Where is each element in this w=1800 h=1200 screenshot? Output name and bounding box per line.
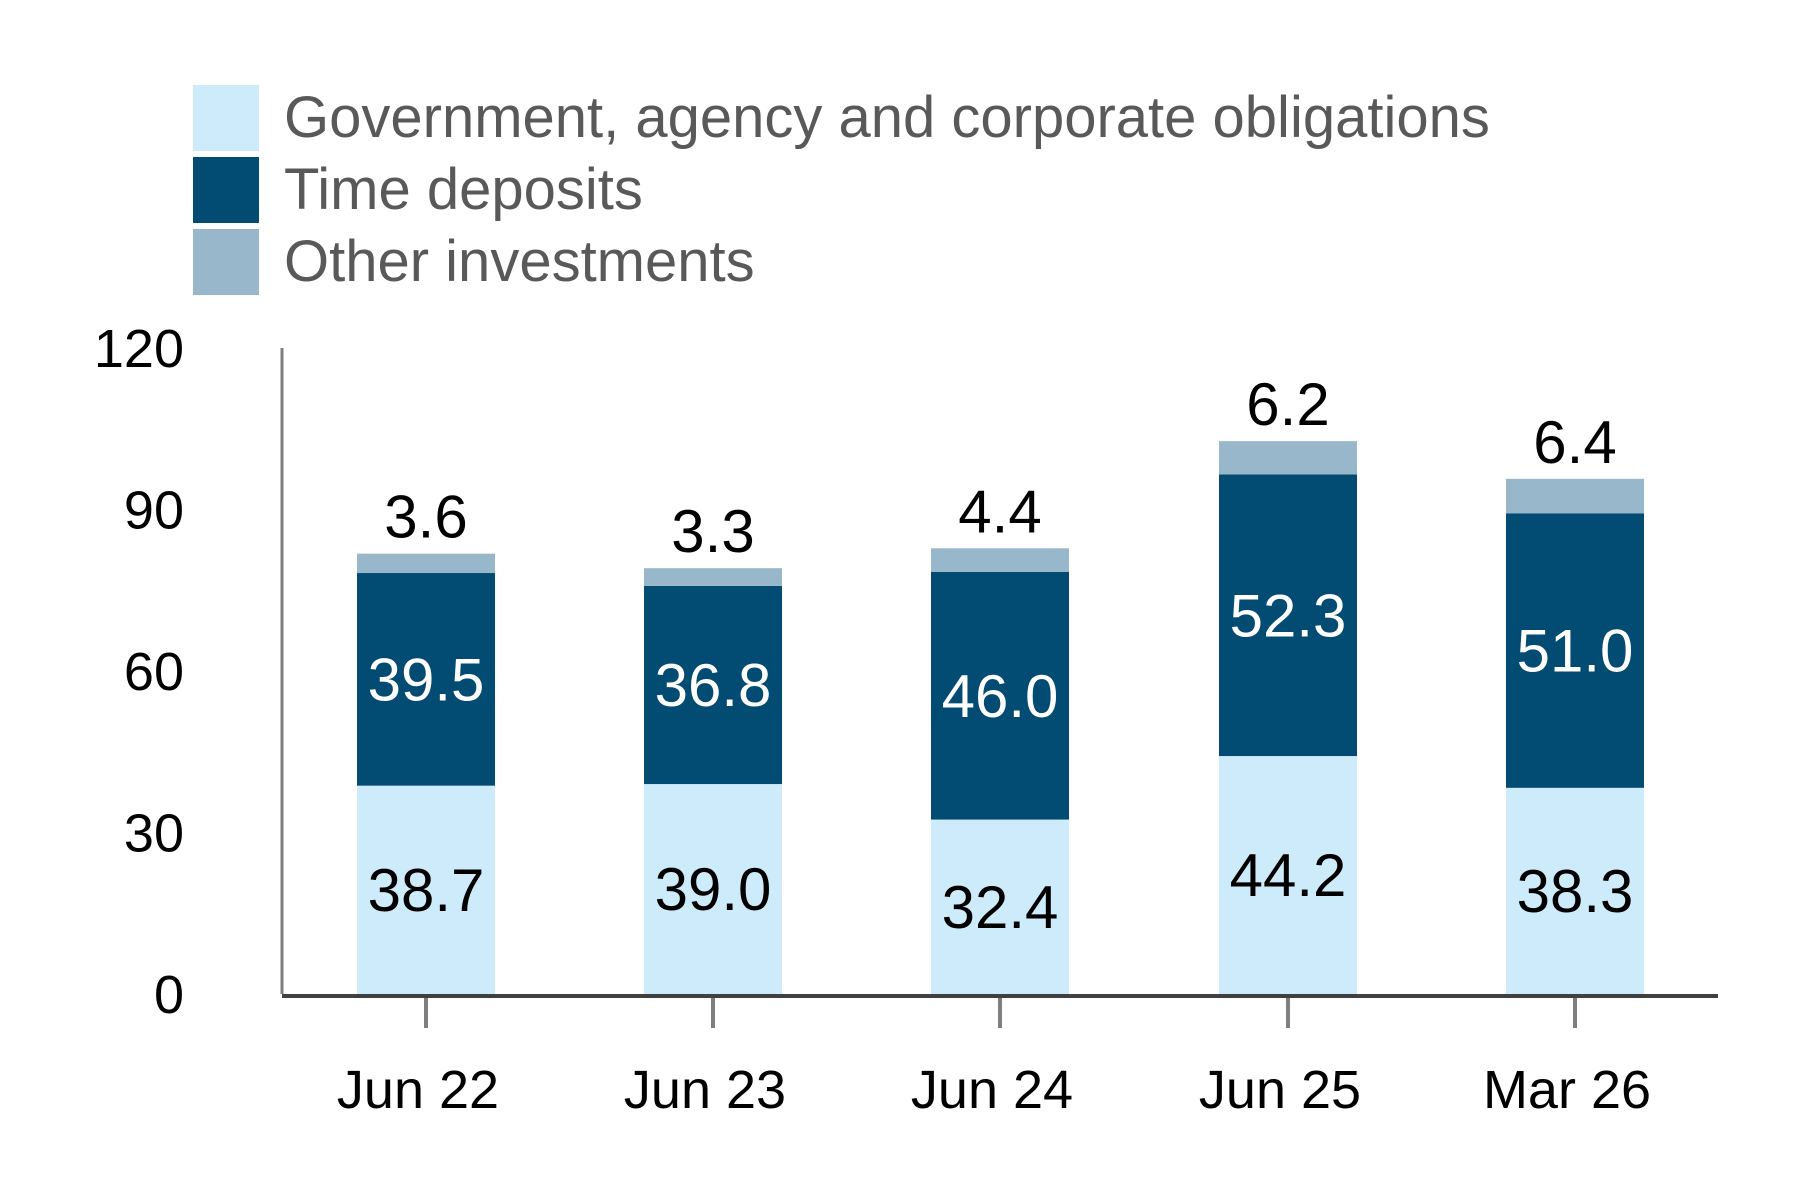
legend-label-2: Other investments	[284, 229, 755, 294]
bar-segment-2	[357, 553, 495, 574]
legend-swatch-1	[193, 157, 259, 223]
bar-segment-0	[644, 784, 782, 994]
data-label: 38.7	[368, 857, 485, 924]
bar-segment-1	[357, 573, 495, 786]
data-label: 52.3	[1230, 582, 1347, 649]
data-labels: 38.7 39.5 3.6 39.0 36.8 3.3 32.4 46.0 4.4 44.2 52.…	[368, 371, 1634, 941]
bar-segment-1	[644, 585, 782, 785]
legend-label-1: Time deposits	[284, 157, 643, 222]
bar-segment-0	[1506, 787, 1644, 994]
legend: Government, agency and corporate obligat…	[193, 85, 1490, 295]
bar-segment-2	[644, 568, 782, 586]
data-label: 3.6	[384, 484, 467, 551]
y-tick-label: 60	[124, 642, 184, 702]
data-label: 36.8	[655, 652, 772, 719]
bar-segment-1	[1219, 474, 1357, 757]
bar-segment-0	[1219, 756, 1357, 994]
y-tick-label: 30	[124, 804, 184, 864]
data-label: 39.0	[655, 856, 772, 923]
x-tick-label: Jun 22	[337, 1060, 499, 1120]
legend-swatch-2	[193, 229, 259, 295]
data-label: 4.4	[958, 478, 1041, 545]
y-tick-label: 90	[124, 481, 184, 541]
data-label: 6.4	[1533, 409, 1616, 476]
x-tick-label: Mar 26	[1483, 1060, 1651, 1120]
bar-segment-2	[1506, 478, 1644, 514]
data-label: 38.3	[1517, 858, 1634, 925]
data-label: 3.3	[671, 498, 754, 565]
y-tick-label: 0	[154, 965, 184, 1025]
data-label: 44.2	[1230, 842, 1347, 909]
y-tick-label: 120	[94, 319, 184, 379]
bar-segment-0	[357, 785, 495, 994]
bar-segment-2	[931, 548, 1069, 572]
bar-segment-0	[931, 819, 1069, 994]
x-tick-label: Jun 23	[624, 1060, 786, 1120]
y-axis: 0 30 60 90 120	[94, 319, 284, 1025]
data-label: 6.2	[1246, 371, 1329, 438]
legend-label-0: Government, agency and corporate obligat…	[284, 85, 1490, 150]
bars	[357, 441, 1644, 994]
legend-swatch-0	[193, 85, 259, 151]
x-tick-label: Jun 25	[1199, 1060, 1361, 1120]
data-label: 39.5	[368, 646, 485, 713]
data-label: 32.4	[942, 874, 1059, 941]
x-tick-label: Jun 24	[911, 1060, 1073, 1120]
data-label: 46.0	[942, 663, 1059, 730]
bar-segment-2	[1219, 441, 1357, 475]
x-axis: Jun 22 Jun 23 Jun 24 Jun 25 Mar 26	[282, 994, 1718, 1120]
data-label: 51.0	[1517, 618, 1634, 685]
bar-segment-1	[1506, 513, 1644, 788]
bar-segment-1	[931, 571, 1069, 820]
